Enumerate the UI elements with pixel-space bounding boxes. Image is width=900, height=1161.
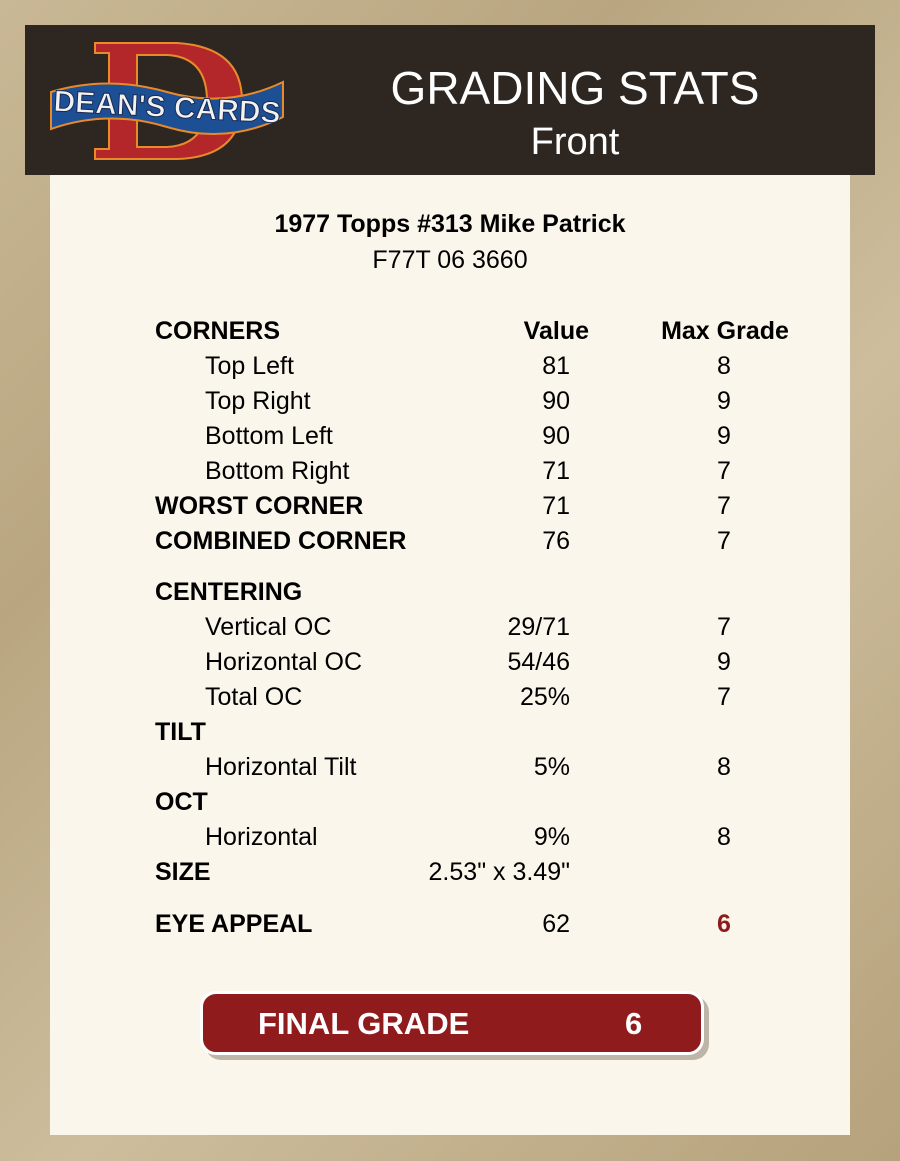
row-value: 54/46	[507, 648, 570, 676]
header-bar: DEAN'S CARDS GRADING STATS Front	[25, 25, 875, 175]
deans-cards-logo: DEAN'S CARDS	[50, 42, 284, 160]
row-max-grade: 8	[717, 352, 731, 380]
row-label: Top Left	[205, 352, 294, 380]
row-label: EYE APPEAL	[155, 910, 313, 938]
row-value: 9%	[533, 823, 570, 851]
final-grade-badge: FINAL GRADE 6	[200, 991, 704, 1055]
row-max-grade: 9	[717, 648, 731, 676]
table-row: TILT	[155, 715, 855, 750]
row-max-grade: 8	[717, 823, 731, 851]
table-row: SIZE 2.53" x 3.49"	[155, 855, 855, 890]
row-label: TILT	[155, 718, 206, 746]
row-label: WORST CORNER	[155, 492, 364, 520]
row-value: 71	[542, 492, 570, 520]
cert-number: F77T 06 3660	[372, 246, 528, 274]
row-label: Horizontal	[205, 823, 318, 851]
page-title: GRADING STATS	[390, 62, 760, 114]
row-max-grade: 7	[717, 457, 731, 485]
svg-text:DEAN'S CARDS: DEAN'S CARDS	[53, 85, 282, 130]
page-subtitle: Front	[530, 121, 620, 163]
table-row: Vertical OC 29/71 7	[155, 610, 855, 645]
row-value: 62	[542, 910, 570, 938]
table-row: CENTERING	[155, 575, 855, 610]
row-max-grade: 9	[717, 422, 731, 450]
table-row: COMBINED CORNER 76 7	[155, 524, 855, 559]
row-value: 25%	[519, 683, 570, 711]
grading-card	[50, 150, 850, 1135]
table-row: Total OC 25% 7	[155, 680, 855, 715]
row-value: 5%	[533, 753, 570, 781]
row-max-grade: 7	[717, 613, 731, 641]
row-value: 29/71	[507, 613, 570, 641]
table-row: Horizontal OC 54/46 9	[155, 645, 855, 680]
row-label: OCT	[155, 788, 208, 816]
row-label: Horizontal OC	[205, 648, 362, 676]
row-max-grade: 9	[717, 387, 731, 415]
row-label: Bottom Left	[205, 422, 333, 450]
row-value: 90	[542, 387, 570, 415]
table-row: OCT	[155, 785, 855, 820]
row-max-grade: 7	[717, 492, 731, 520]
row-label: SIZE	[155, 858, 211, 886]
value-column-header: Value	[523, 317, 589, 345]
corners-heading: CORNERS	[155, 317, 281, 345]
row-max-grade: 6	[717, 910, 731, 938]
grading-table: CORNERS Value Max Grade Top Left 81 8 Top R…	[155, 314, 855, 942]
table-row: Top Right 90 9	[155, 384, 855, 419]
table-row: Bottom Right 71 7	[155, 454, 855, 489]
row-max-grade: 8	[717, 753, 731, 781]
row-label: Vertical OC	[205, 613, 332, 641]
table-row: EYE APPEAL 62 6	[155, 907, 855, 942]
table-row: WORST CORNER 71 7	[155, 489, 855, 524]
row-max-grade: 7	[717, 683, 731, 711]
card-name: 1977 Topps #313 Mike Patrick	[274, 210, 626, 238]
max-grade-column-header: Max Grade	[661, 317, 789, 345]
row-label: Horizontal Tilt	[205, 753, 357, 781]
row-label: Total OC	[205, 683, 303, 711]
row-value: 2.53" x 3.49"	[428, 858, 570, 886]
row-value: 81	[542, 352, 570, 380]
row-value: 90	[542, 422, 570, 450]
table-row: Horizontal Tilt 5% 8	[155, 750, 855, 785]
row-label: Bottom Right	[205, 457, 350, 485]
table-header: CORNERS Value Max Grade	[155, 314, 855, 349]
row-max-grade: 7	[717, 527, 731, 555]
row-label: CENTERING	[155, 578, 303, 606]
row-value: 76	[542, 527, 570, 555]
row-label: COMBINED CORNER	[155, 527, 407, 555]
final-grade-label: FINAL GRADE	[258, 1006, 470, 1041]
row-value: 71	[542, 457, 570, 485]
table-row: Horizontal 9% 8	[155, 820, 855, 855]
table-row: Bottom Left 90 9	[155, 419, 855, 454]
table-row: Top Left 81 8	[155, 349, 855, 384]
row-label: Top Right	[205, 387, 311, 415]
final-grade-value: 6	[625, 1006, 643, 1041]
